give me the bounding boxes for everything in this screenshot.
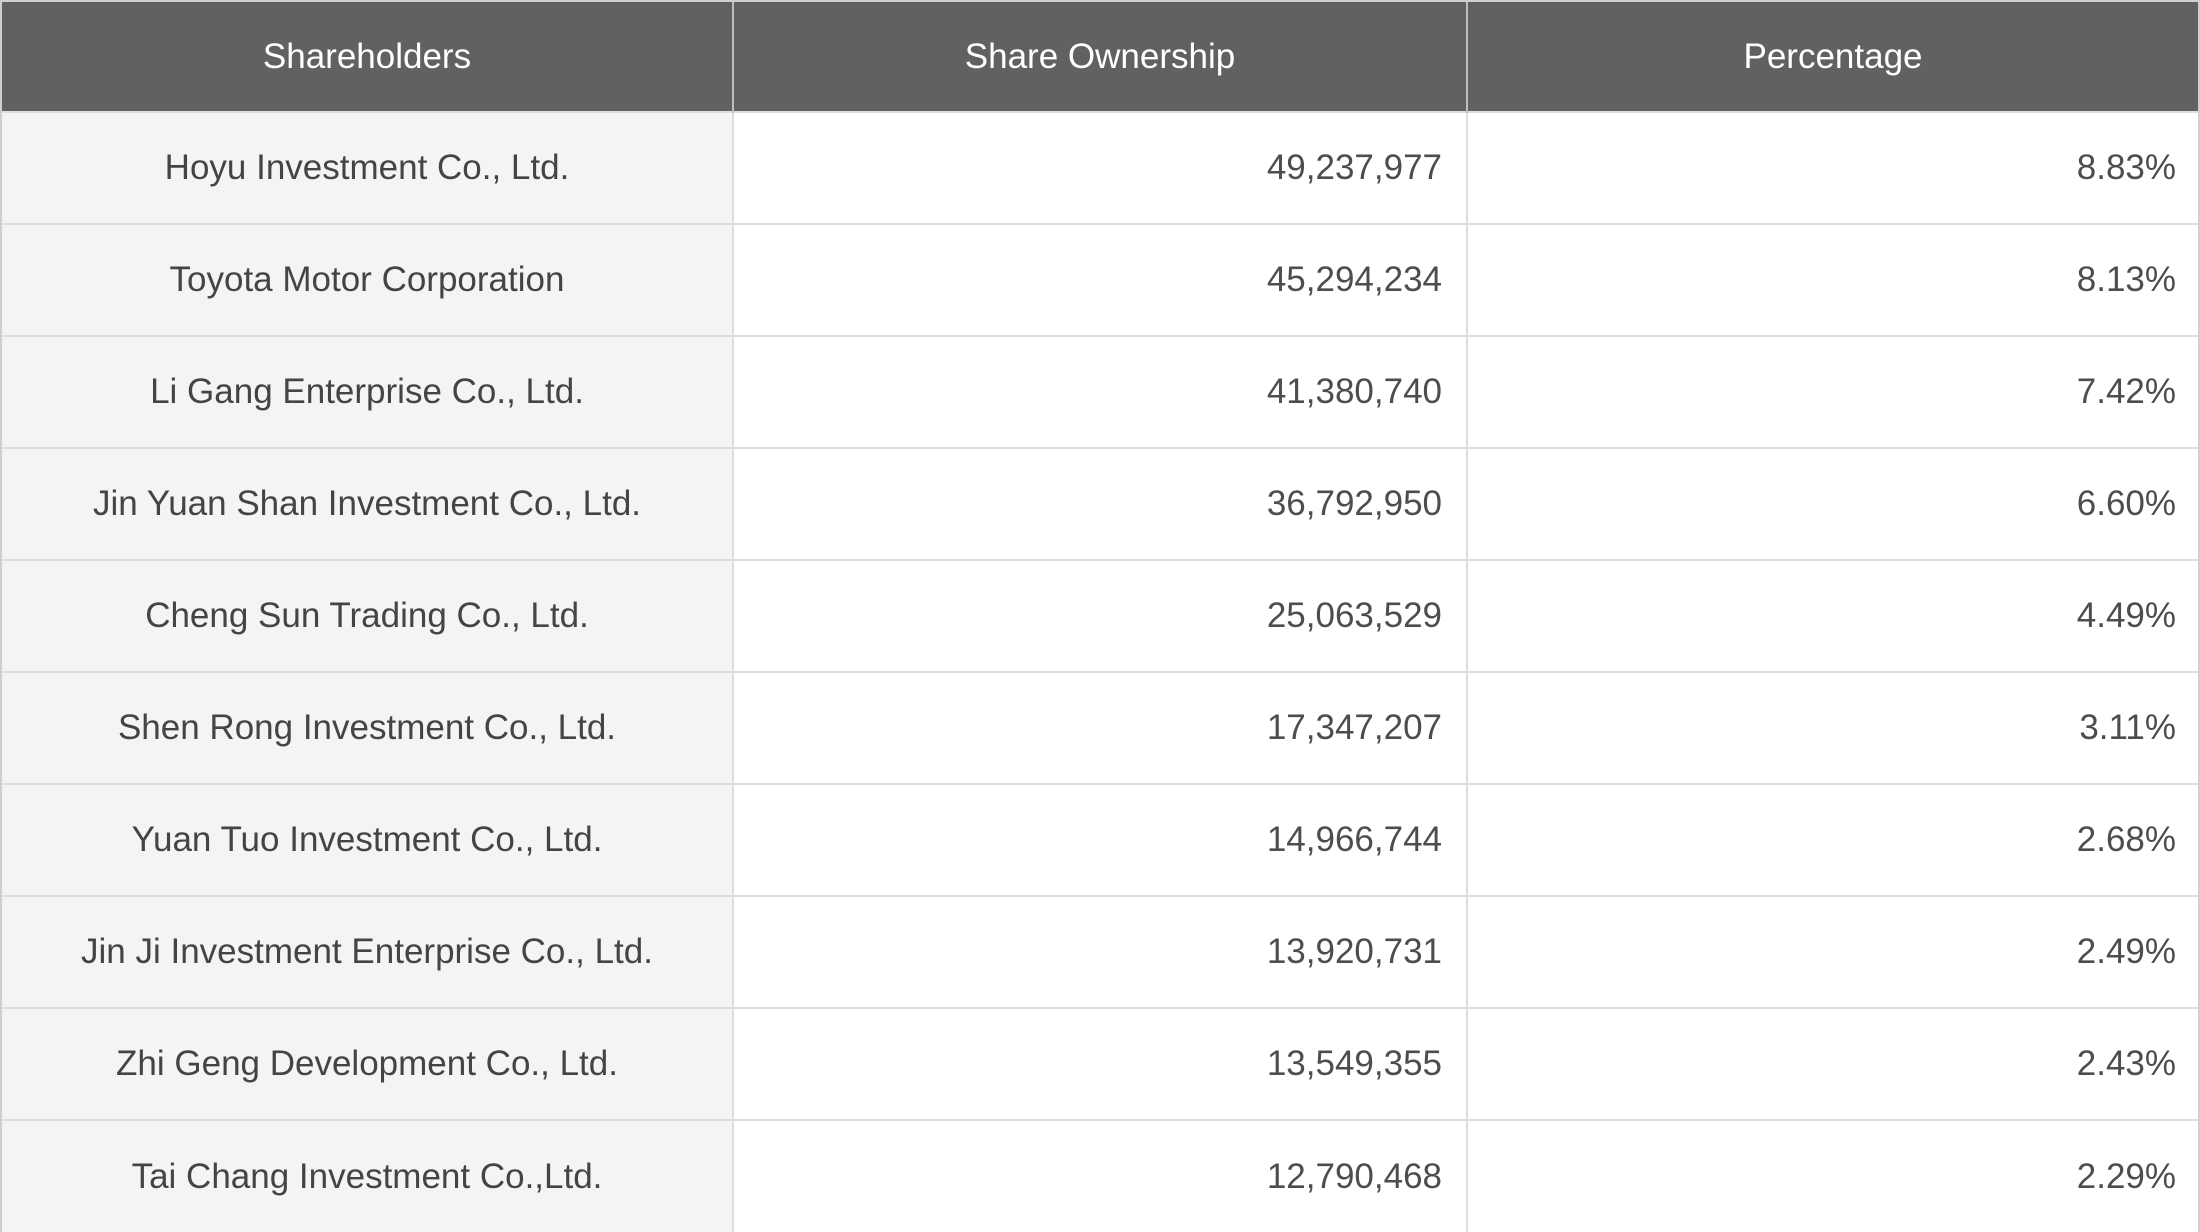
header-shareholders: Shareholders: [2, 2, 734, 112]
percentage: 4.49%: [1467, 559, 2198, 672]
shareholder-name: Li Gang Enterprise Co., Ltd.: [2, 335, 734, 448]
shareholder-name: Hoyu Investment Co., Ltd.: [2, 111, 734, 224]
share-ownership: 12,790,468: [733, 1119, 1468, 1232]
share-ownership: 36,792,950: [733, 447, 1468, 560]
shareholder-name: Zhi Geng Development Co., Ltd.: [2, 1007, 734, 1120]
percentage: 8.83%: [1467, 111, 2198, 224]
table-row: Li Gang Enterprise Co., Ltd. 41,380,740 …: [2, 335, 2198, 448]
percentage: 2.43%: [1467, 1007, 2198, 1120]
shareholder-name: Yuan Tuo Investment Co., Ltd.: [2, 783, 734, 896]
shareholder-name: Shen Rong Investment Co., Ltd.: [2, 671, 734, 784]
percentage: 2.29%: [1467, 1119, 2198, 1232]
shareholder-name: Tai Chang Investment Co.,Ltd.: [2, 1119, 734, 1232]
table-row: Jin Ji Investment Enterprise Co., Ltd. 1…: [2, 895, 2198, 1008]
header-row: Shareholders Share Ownership Percentage: [2, 2, 2198, 112]
table-row: Toyota Motor Corporation 45,294,234 8.13…: [2, 223, 2198, 336]
percentage: 7.42%: [1467, 335, 2198, 448]
share-ownership: 41,380,740: [733, 335, 1468, 448]
table-row: Jin Yuan Shan Investment Co., Ltd. 36,79…: [2, 447, 2198, 560]
table-header: Shareholders Share Ownership Percentage: [2, 2, 2198, 112]
table-row: Yuan Tuo Investment Co., Ltd. 14,966,744…: [2, 783, 2198, 896]
table-row: Tai Chang Investment Co.,Ltd. 12,790,468…: [2, 1119, 2198, 1232]
header-percentage: Percentage: [1467, 2, 2198, 112]
share-ownership: 25,063,529: [733, 559, 1468, 672]
table-row: Hoyu Investment Co., Ltd. 49,237,977 8.8…: [2, 111, 2198, 224]
share-ownership: 49,237,977: [733, 111, 1468, 224]
shareholder-name: Jin Yuan Shan Investment Co., Ltd.: [2, 447, 734, 560]
percentage: 8.13%: [1467, 223, 2198, 336]
percentage: 6.60%: [1467, 447, 2198, 560]
shareholder-name: Jin Ji Investment Enterprise Co., Ltd.: [2, 895, 734, 1008]
percentage: 2.68%: [1467, 783, 2198, 896]
share-ownership: 45,294,234: [733, 223, 1468, 336]
table-body: Hoyu Investment Co., Ltd. 49,237,977 8.8…: [2, 111, 2198, 1232]
table-row: Shen Rong Investment Co., Ltd. 17,347,20…: [2, 671, 2198, 784]
header-share-ownership: Share Ownership: [733, 2, 1468, 112]
share-ownership: 17,347,207: [733, 671, 1468, 784]
percentage: 2.49%: [1467, 895, 2198, 1008]
percentage: 3.11%: [1467, 671, 2198, 784]
shareholder-name: Cheng Sun Trading Co., Ltd.: [2, 559, 734, 672]
share-ownership: 13,549,355: [733, 1007, 1468, 1120]
table-row: Cheng Sun Trading Co., Ltd. 25,063,529 4…: [2, 559, 2198, 672]
table-row: Zhi Geng Development Co., Ltd. 13,549,35…: [2, 1007, 2198, 1120]
share-ownership: 13,920,731: [733, 895, 1468, 1008]
shareholder-name: Toyota Motor Corporation: [2, 223, 734, 336]
share-ownership: 14,966,744: [733, 783, 1468, 896]
